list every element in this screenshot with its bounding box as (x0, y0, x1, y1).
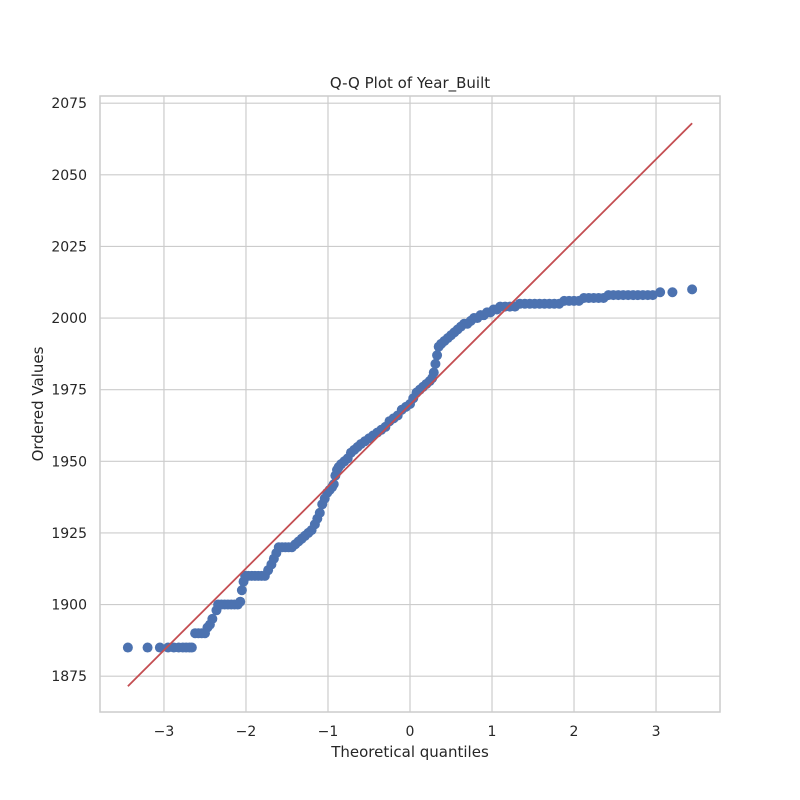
x-tick-labels: −3 −2 −1 0 1 2 3 (154, 724, 661, 740)
y-tick-label: 2025 (51, 239, 87, 255)
y-axis-label: Ordered Values (29, 346, 47, 461)
data-points (122, 284, 698, 653)
data-point (432, 350, 443, 361)
data-point (430, 358, 441, 369)
grid-lines (100, 96, 720, 712)
data-point (667, 287, 678, 298)
y-tick-label: 1925 (51, 526, 87, 542)
data-point (142, 642, 153, 653)
x-tick-label: 1 (488, 724, 497, 740)
x-axis-label: Theoretical quantiles (330, 743, 489, 761)
data-point (328, 479, 339, 490)
x-tick-label: 0 (406, 724, 415, 740)
x-tick-label: −2 (236, 724, 257, 740)
x-tick-label: −1 (318, 724, 339, 740)
data-point (207, 613, 218, 624)
y-tick-label: 2050 (51, 168, 87, 184)
data-point (687, 284, 698, 295)
data-point (314, 507, 325, 518)
data-point (235, 596, 246, 607)
x-tick-label: 3 (652, 724, 661, 740)
x-tick-label: 2 (570, 724, 579, 740)
plot-frame (99, 95, 721, 713)
data-point (154, 642, 165, 653)
y-tick-label: 2000 (51, 311, 87, 327)
y-tick-label: 1950 (51, 454, 87, 470)
data-point (186, 642, 197, 653)
y-tick-label: 2075 (51, 96, 87, 112)
y-tick-label: 1975 (51, 383, 87, 399)
data-point (236, 585, 247, 596)
data-point (122, 642, 133, 653)
y-tick-label: 1875 (51, 669, 87, 685)
y-tick-labels: 1875 1900 1925 1950 1975 2000 2025 2050 2075 (51, 96, 87, 685)
data-point (655, 287, 666, 298)
fit-line-layer (127, 122, 693, 687)
y-tick-label: 1900 (51, 598, 87, 614)
x-tick-label: −3 (154, 724, 175, 740)
data-point (428, 367, 439, 378)
fit-line (127, 122, 693, 687)
chart-title: Q-Q Plot of Year_Built (330, 74, 490, 93)
